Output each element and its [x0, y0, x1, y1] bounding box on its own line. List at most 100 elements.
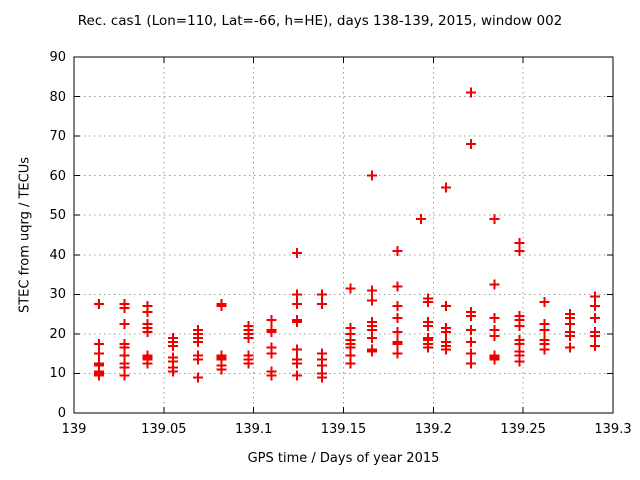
- data-point-marker: [367, 295, 378, 306]
- data-point-marker: [440, 301, 451, 312]
- data-point-marker: [466, 324, 477, 335]
- data-point-marker: [167, 366, 178, 377]
- data-point-marker: [367, 332, 378, 343]
- data-point-marker: [422, 320, 433, 331]
- x-tick-label: 139.2: [414, 422, 452, 437]
- y-tick-label: 50: [49, 208, 66, 224]
- data-point-marker: [142, 326, 153, 337]
- y-tick-label: 0: [57, 406, 66, 421]
- data-point-marker: [367, 346, 378, 357]
- data-point-marker: [291, 358, 302, 369]
- x-tick-label: 139.15: [320, 422, 367, 437]
- data-point-marker: [514, 356, 525, 367]
- data-point-marker: [440, 344, 451, 355]
- data-point-marker: [466, 311, 477, 322]
- data-point-marker: [291, 289, 302, 300]
- data-point-marker: [440, 182, 451, 193]
- data-point-marker: [415, 214, 426, 225]
- data-point-marker: [291, 344, 302, 355]
- data-point-marker: [192, 336, 203, 347]
- data-point-marker: [466, 348, 477, 359]
- data-point-marker: [345, 358, 356, 369]
- data-point-marker: [489, 279, 500, 290]
- data-point-marker: [489, 313, 500, 324]
- data-point-marker: [422, 342, 433, 353]
- data-point-marker: [466, 358, 477, 369]
- data-point-marker: [243, 332, 254, 343]
- y-tick-label: 40: [49, 247, 66, 263]
- data-point-marker: [466, 87, 477, 98]
- y-tick-label: 70: [49, 129, 66, 145]
- x-tick-label: 139: [61, 422, 87, 437]
- data-point-marker: [243, 358, 254, 369]
- data-point-marker: [489, 214, 500, 225]
- x-tick-label: 139.3: [594, 422, 632, 437]
- data-point-marker: [345, 283, 356, 294]
- data-point-marker: [590, 340, 601, 351]
- data-point-marker: [316, 289, 327, 300]
- data-point-marker: [266, 326, 277, 337]
- data-point-marker: [392, 338, 403, 349]
- data-point-marker: [316, 299, 327, 310]
- data-point-marker: [119, 370, 130, 381]
- data-point-marker: [94, 370, 105, 381]
- data-point-marker: [94, 299, 105, 310]
- y-tick-label: 20: [49, 326, 66, 342]
- data-point-marker: [590, 291, 601, 302]
- plot-border: [73, 56, 614, 414]
- data-point-marker: [564, 330, 575, 341]
- data-point-marker: [489, 330, 500, 341]
- chart-title: Rec. cas1 (Lon=110, Lat=-66, h=HE), days…: [77, 13, 563, 29]
- data-point-marker: [392, 301, 403, 312]
- y-tick-label: 10: [49, 366, 66, 382]
- data-point-marker: [466, 336, 477, 347]
- data-point-marker: [216, 364, 227, 375]
- data-point-marker: [392, 326, 403, 337]
- data-point-marker: [142, 307, 153, 318]
- data-point-marker: [539, 344, 550, 355]
- data-point-marker: [142, 358, 153, 369]
- data-point-marker: [466, 139, 477, 150]
- data-point-marker: [392, 348, 403, 359]
- data-point-marker: [291, 247, 302, 258]
- data-point-marker: [119, 303, 130, 314]
- data-point-marker: [590, 330, 601, 341]
- data-point-marker: [367, 285, 378, 296]
- data-point-marker: [590, 313, 601, 324]
- data-point-marker: [392, 245, 403, 256]
- data-point-marker: [514, 245, 525, 256]
- data-point-marker: [440, 326, 451, 337]
- data-point-marker: [367, 170, 378, 181]
- data-point-marker: [291, 299, 302, 310]
- data-point-marker: [266, 315, 277, 326]
- data-point-marker: [590, 301, 601, 312]
- data-point-marker: [94, 338, 105, 349]
- data-point-marker: [266, 370, 277, 381]
- data-point-marker: [316, 372, 327, 383]
- x-tick-label: 139.05: [141, 422, 187, 437]
- x-tick-label: 139.1: [235, 422, 273, 437]
- data-point-marker: [489, 354, 500, 365]
- data-point-marker: [192, 354, 203, 365]
- data-point-marker: [216, 301, 227, 312]
- y-tick-label: 30: [49, 287, 66, 303]
- data-point-marker: [119, 319, 130, 329]
- data-point-marker: [392, 281, 403, 292]
- data-point-marker: [564, 342, 575, 353]
- data-point-marker: [422, 297, 433, 308]
- data-point-marker: [392, 313, 403, 324]
- data-point-marker: [167, 340, 178, 351]
- data-point-marker: [539, 297, 550, 308]
- data-point-marker: [291, 370, 302, 381]
- y-tick-label: 80: [49, 89, 66, 105]
- x-tick-label: 139.25: [500, 422, 546, 437]
- data-point-marker: [514, 320, 525, 331]
- data-point-marker: [266, 348, 277, 359]
- x-axis-label: GPS time / Days of year 2015: [247, 451, 440, 466]
- y-tick-label: 90: [49, 50, 66, 65]
- data-point-marker: [192, 372, 203, 383]
- data-point-marker: [94, 348, 105, 359]
- data-point-marker: [539, 324, 550, 335]
